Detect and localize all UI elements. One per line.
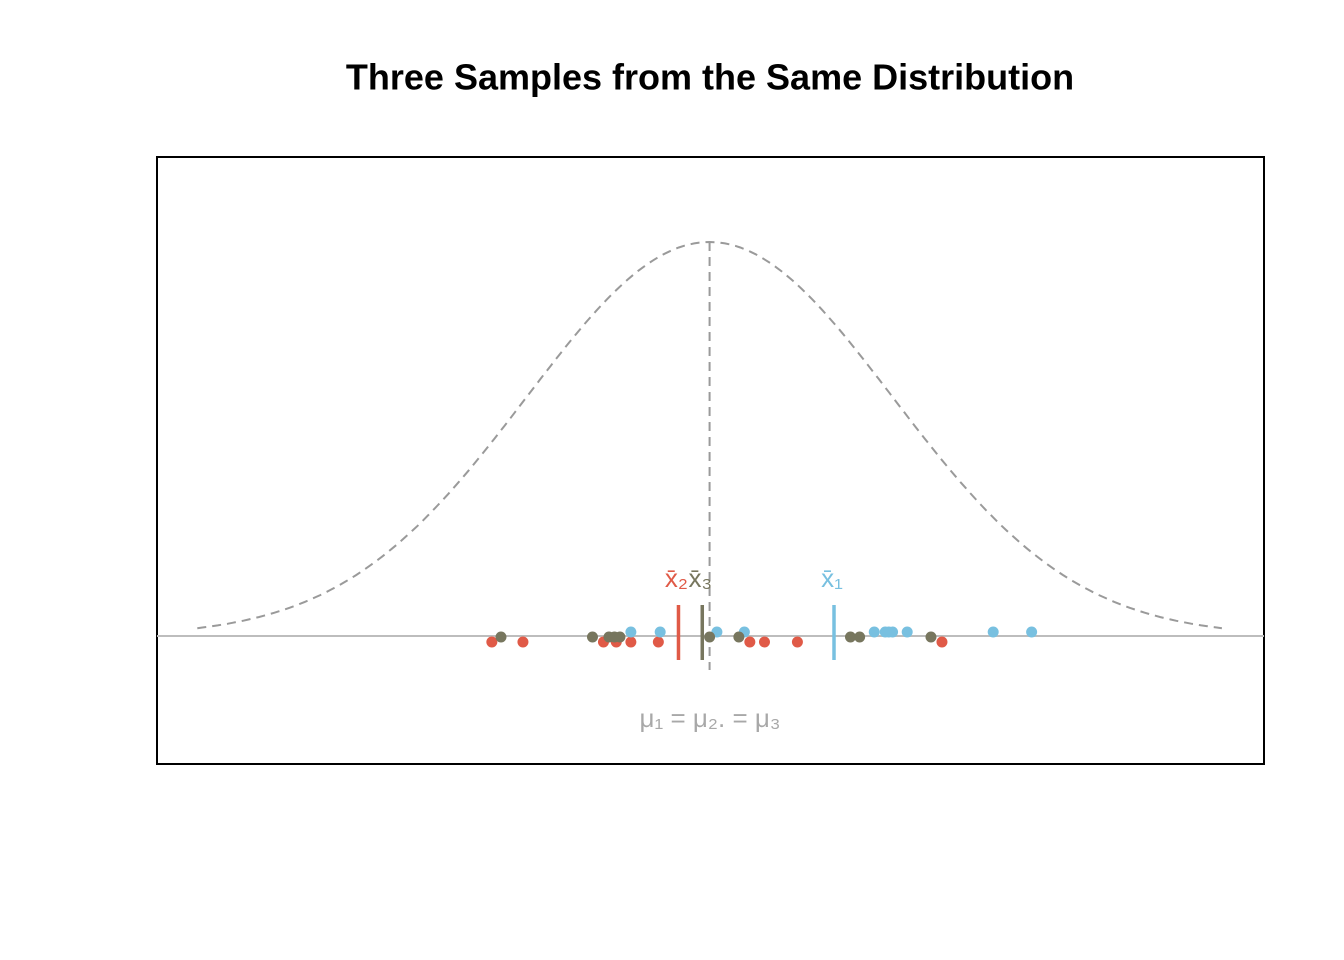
sample-point	[868, 626, 880, 638]
sample-point	[1026, 626, 1038, 638]
sample-point	[614, 631, 626, 643]
sample-mean-label: x̄₁	[821, 563, 843, 593]
sample-point	[517, 636, 529, 648]
sample-point	[936, 636, 948, 648]
sample-point	[586, 631, 598, 643]
sample-point	[486, 636, 498, 648]
sample-point	[704, 631, 716, 643]
sample-point	[901, 626, 913, 638]
sample-mean-label: x̄₃	[688, 563, 712, 593]
sample-point	[887, 626, 899, 638]
sample-point	[652, 636, 664, 648]
sample-point	[925, 631, 937, 643]
sample-point	[791, 636, 803, 648]
sample-point	[654, 626, 666, 638]
sample-point	[744, 636, 756, 648]
sample-point	[844, 631, 856, 643]
sample-point	[625, 636, 637, 648]
sample-point	[758, 636, 770, 648]
chart-title: Three Samples from the Same Distribution	[346, 57, 1074, 98]
sample-point	[854, 631, 866, 643]
sample-point	[495, 631, 507, 643]
sample-point	[625, 626, 637, 638]
sample-mean-label: x̄₂	[665, 563, 688, 593]
annotation: μ₁ = μ₂. = μ₃	[640, 703, 781, 733]
plot-frame	[156, 156, 1265, 765]
sample-point	[733, 631, 745, 643]
sample-point	[987, 626, 999, 638]
